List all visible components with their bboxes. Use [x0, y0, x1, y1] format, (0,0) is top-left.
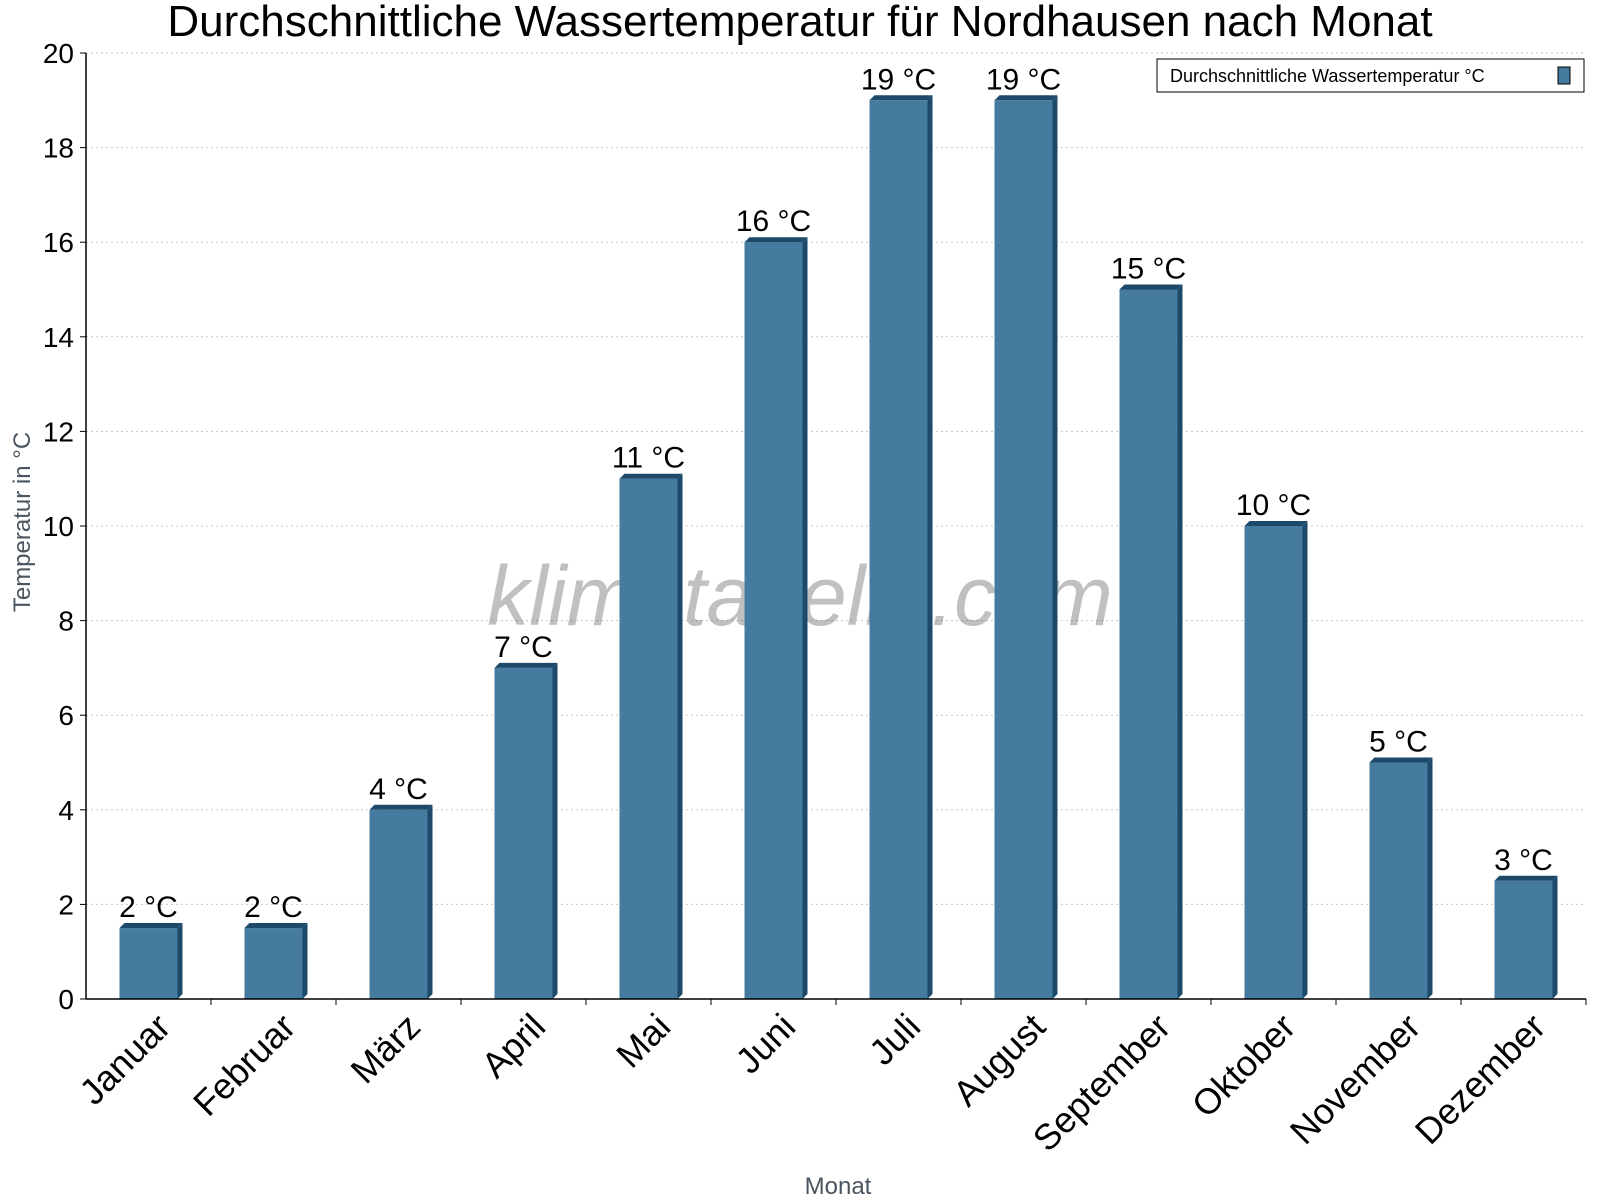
data-label: 7 °C	[494, 631, 553, 664]
x-tick-label: Februar	[185, 1006, 303, 1124]
bar-side	[1052, 95, 1058, 1000]
bar-top	[494, 662, 558, 668]
legend-swatch	[1557, 66, 1571, 85]
y-tick-label: 4	[58, 795, 74, 826]
bar	[869, 95, 933, 1000]
y-tick-label: 0	[58, 984, 74, 1015]
bars	[119, 95, 1558, 1000]
bar-top	[619, 473, 683, 479]
data-label: 3 °C	[1494, 844, 1553, 877]
legend-entry: Durchschnittliche Wassertemperatur °C	[1170, 66, 1485, 86]
gridlines	[86, 52, 1586, 905]
bar	[119, 923, 183, 999]
y-tick-label: 8	[58, 606, 74, 637]
bar-top	[744, 237, 808, 243]
bar-front	[494, 667, 553, 999]
bar	[244, 923, 308, 999]
bar-top	[1369, 757, 1433, 763]
bar-side	[302, 923, 308, 999]
x-tick-label: Oktober	[1184, 1006, 1304, 1126]
bar-top	[119, 923, 183, 929]
bar-top	[1494, 875, 1558, 881]
data-label: 10 °C	[1236, 489, 1311, 522]
bar-front	[744, 242, 803, 999]
bar-top	[869, 95, 933, 101]
bar-side	[802, 237, 808, 999]
bar-front	[1494, 880, 1553, 999]
y-tick-label: 2	[58, 889, 74, 920]
data-label: 5 °C	[1369, 726, 1428, 759]
x-tick-label: Mai	[608, 1006, 678, 1076]
data-label: 2 °C	[119, 891, 178, 924]
data-label: 2 °C	[244, 891, 303, 924]
bar	[994, 95, 1058, 1000]
x-tick-label: März	[343, 1006, 429, 1092]
bar-side	[927, 95, 933, 1000]
data-label: 15 °C	[1111, 253, 1186, 286]
x-axis-label: Monat	[805, 1173, 872, 1200]
bar-top	[1244, 521, 1308, 526]
bar-front	[119, 928, 178, 999]
x-tick-label: November	[1282, 1006, 1428, 1152]
x-tick-labels: Januar Februar März April Mai Juni Juli AugustS…	[71, 1006, 1553, 1160]
bar-side	[177, 923, 183, 999]
bar	[1369, 757, 1433, 999]
y-axis-label: Temperatur in °C	[9, 432, 36, 612]
bar	[494, 662, 558, 999]
bar-top	[1119, 284, 1183, 290]
bar	[744, 237, 808, 999]
chart-title: Durchschnittliche Wassertemperatur für N…	[167, 0, 1432, 46]
bar	[619, 473, 683, 999]
x-tick-label: Dezember	[1407, 1006, 1553, 1152]
x-tick-label: August	[945, 1006, 1053, 1114]
y-tick-label: 12	[43, 416, 74, 447]
data-label: 16 °C	[736, 205, 811, 238]
y-tick-label: 18	[43, 133, 74, 164]
data-label: 11 °C	[612, 442, 685, 475]
x-tick-label: April	[473, 1006, 553, 1086]
legend: Durchschnittliche Wassertemperatur °C	[1156, 58, 1585, 93]
x-tick-label: September	[1025, 1006, 1179, 1160]
bar-side	[552, 662, 558, 999]
bar-side	[1552, 875, 1558, 999]
data-label: 4 °C	[369, 773, 428, 806]
bar	[369, 804, 433, 999]
bar-top	[244, 923, 308, 929]
bar-side	[427, 804, 433, 999]
y-tick-label: 14	[43, 322, 74, 353]
bar-front	[869, 100, 928, 1000]
bar-front	[1369, 762, 1428, 999]
y-tick-label: 6	[58, 700, 74, 731]
x-tick-label: Januar	[71, 1006, 178, 1113]
x-tick-label: Juli	[861, 1006, 928, 1073]
legend-box	[1156, 58, 1585, 93]
data-label: 19 °C	[861, 63, 936, 96]
bar-front	[369, 809, 428, 999]
bar-front	[1244, 526, 1303, 999]
bar-front	[1119, 289, 1178, 999]
data-labels: 2 °C 2 °C 4 °C 7 °C 11 °C 16 °C 19 °C 19 °C 15 °…	[119, 63, 1553, 924]
bar-side	[1302, 521, 1308, 999]
y-tick-label: 10	[43, 511, 74, 542]
bar	[1494, 875, 1558, 999]
data-label: 19 °C	[986, 63, 1061, 96]
bar	[1119, 284, 1183, 999]
bar-top	[994, 95, 1058, 101]
bar-side	[677, 473, 683, 999]
axes	[80, 52, 1587, 1005]
y-tick-labels: 0 2 4 6 8 10 12 14 16 18 20	[43, 38, 74, 1015]
bar-side	[1177, 284, 1183, 999]
bar-front	[244, 928, 303, 999]
x-tick-label: Juni	[727, 1006, 803, 1082]
bar-front	[994, 100, 1053, 1000]
y-tick-label: 20	[43, 38, 74, 69]
bar-front	[619, 478, 678, 999]
y-tick-label: 16	[43, 227, 74, 258]
bar-side	[1427, 757, 1433, 999]
bar	[1244, 521, 1308, 999]
bar-top	[369, 804, 433, 810]
